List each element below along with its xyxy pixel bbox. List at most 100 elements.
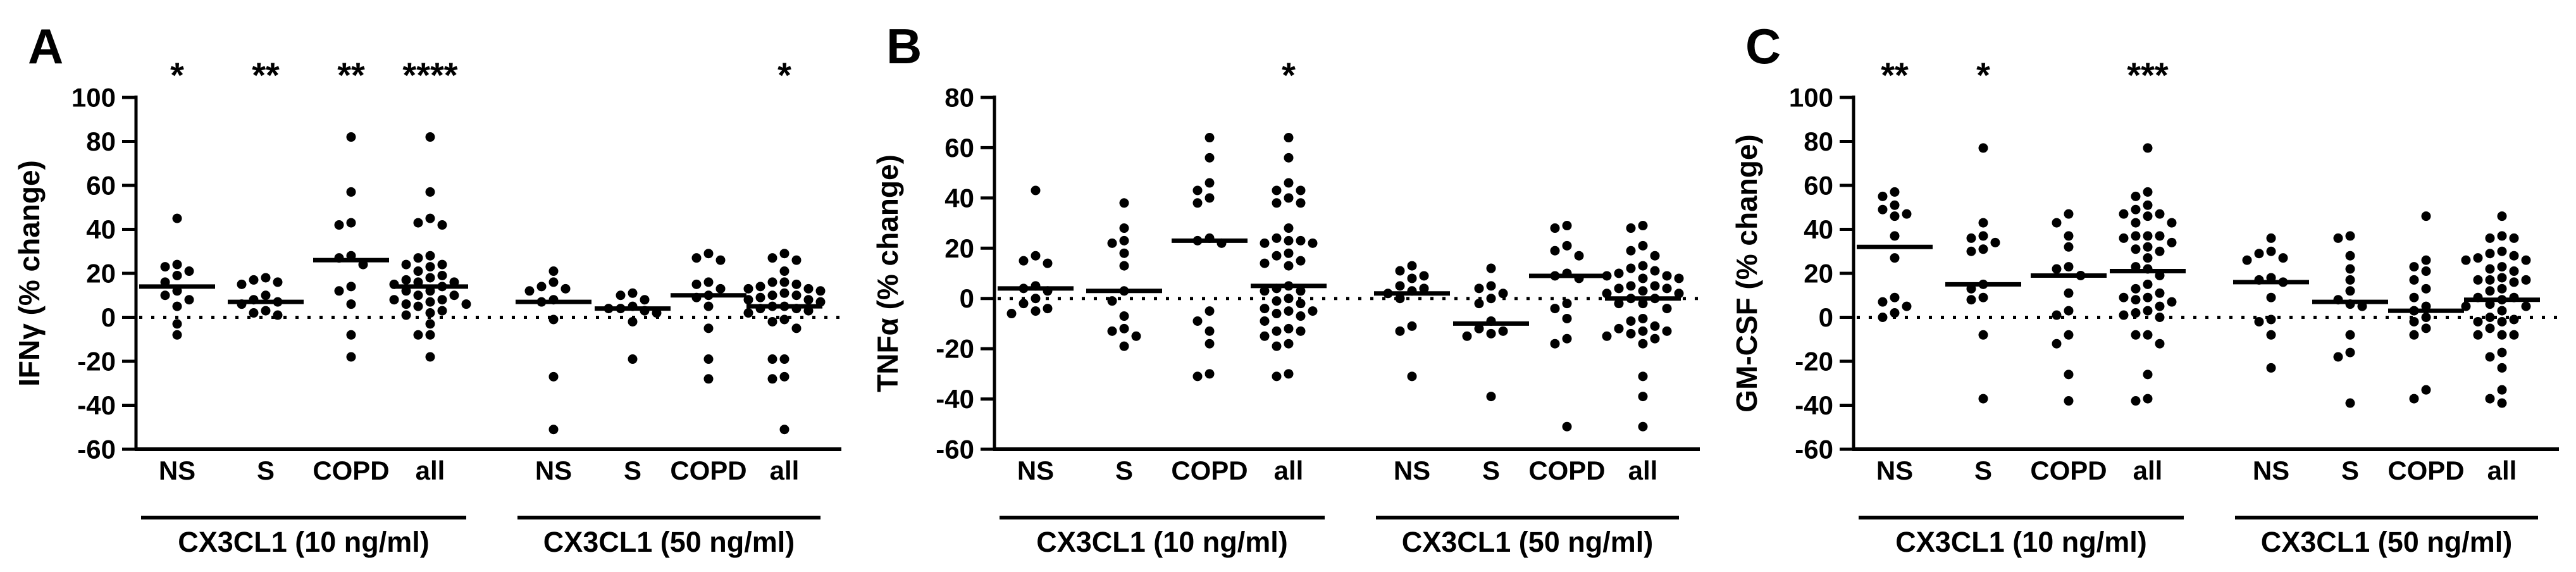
group-label: all bbox=[770, 456, 800, 485]
data-point bbox=[1043, 304, 1053, 314]
data-point bbox=[1395, 281, 1405, 291]
data-point bbox=[1284, 294, 1294, 304]
data-point bbox=[548, 314, 559, 325]
data-point bbox=[1662, 271, 1672, 281]
data-point bbox=[1498, 326, 1508, 336]
data-point bbox=[1626, 316, 1636, 326]
data-point bbox=[779, 354, 790, 364]
data-point bbox=[1638, 261, 1648, 271]
data-point bbox=[1296, 185, 1306, 196]
data-point bbox=[1284, 248, 1294, 258]
data-point bbox=[1890, 187, 1900, 197]
data-point bbox=[425, 308, 435, 318]
data-point bbox=[2143, 143, 2153, 153]
data-point bbox=[2167, 237, 2177, 247]
data-point bbox=[560, 283, 571, 294]
data-point bbox=[1486, 328, 1496, 339]
data-point bbox=[2409, 330, 2419, 340]
data-point bbox=[2131, 330, 2141, 340]
panel-letter: B bbox=[886, 18, 922, 74]
data-point bbox=[2345, 264, 2355, 274]
data-point bbox=[524, 286, 535, 296]
data-point bbox=[273, 277, 283, 287]
data-point bbox=[1890, 231, 1900, 241]
data-point bbox=[779, 277, 790, 287]
y-tick-label: 60 bbox=[86, 171, 116, 201]
data-point bbox=[1562, 421, 1572, 432]
y-tick-label: 0 bbox=[1818, 302, 1833, 332]
data-point bbox=[779, 266, 790, 277]
y-tick-label: -20 bbox=[936, 334, 975, 364]
data-point bbox=[1562, 299, 1572, 309]
data-point bbox=[1296, 256, 1306, 266]
data-point bbox=[346, 352, 356, 362]
y-tick-label: 40 bbox=[1804, 214, 1833, 244]
data-point bbox=[2421, 312, 2431, 322]
data-point bbox=[2143, 200, 2153, 210]
data-point bbox=[2497, 385, 2507, 395]
group-label: COPD bbox=[313, 456, 389, 485]
data-point bbox=[715, 255, 726, 265]
data-point bbox=[2333, 233, 2343, 243]
data-point bbox=[1602, 331, 1612, 341]
data-point bbox=[767, 277, 777, 287]
data-point bbox=[2266, 233, 2276, 243]
data-point bbox=[2254, 316, 2264, 326]
data-point bbox=[346, 330, 356, 340]
data-point bbox=[1031, 185, 1041, 196]
data-point bbox=[437, 220, 447, 230]
data-point bbox=[1650, 333, 1660, 344]
condition-label: CX3CL1 (10 ng/ml) bbox=[1037, 526, 1288, 558]
panel-letter: C bbox=[1745, 18, 1781, 74]
data-point bbox=[2521, 255, 2531, 265]
group-label: NS bbox=[1394, 456, 1430, 485]
data-point bbox=[2131, 244, 2141, 254]
group-label: S bbox=[1974, 456, 1992, 485]
data-point bbox=[1260, 316, 1270, 326]
data-point bbox=[2497, 262, 2507, 272]
data-point bbox=[1966, 295, 1976, 305]
data-point bbox=[425, 213, 435, 223]
data-point bbox=[1284, 133, 1294, 143]
data-point bbox=[1204, 339, 1215, 349]
data-point bbox=[1638, 392, 1648, 402]
data-point bbox=[2345, 330, 2355, 340]
data-point bbox=[1486, 263, 1496, 273]
data-point bbox=[1662, 283, 1672, 294]
data-point bbox=[1131, 331, 1141, 341]
data-point bbox=[1395, 266, 1405, 276]
data-point bbox=[628, 354, 638, 364]
group-label: NS bbox=[2252, 456, 2289, 485]
data-point bbox=[1272, 326, 1282, 336]
data-point bbox=[1284, 152, 1294, 163]
data-point bbox=[2421, 211, 2431, 221]
data-point bbox=[2278, 253, 2288, 263]
data-point bbox=[2064, 231, 2074, 241]
data-point bbox=[2052, 264, 2062, 274]
data-point bbox=[2509, 314, 2519, 325]
data-point bbox=[2064, 209, 2074, 219]
data-point bbox=[1192, 371, 1203, 382]
data-point bbox=[1107, 326, 1117, 336]
group-label: all bbox=[1628, 456, 1658, 485]
data-point bbox=[2155, 288, 2165, 298]
data-point bbox=[1119, 261, 1129, 271]
y-tick-label: 60 bbox=[1804, 171, 1833, 201]
data-point bbox=[703, 374, 714, 384]
data-point bbox=[2497, 316, 2507, 326]
data-point bbox=[2421, 385, 2431, 395]
data-point bbox=[791, 279, 802, 289]
data-point bbox=[172, 270, 182, 280]
data-point bbox=[2266, 314, 2276, 325]
data-point bbox=[413, 290, 423, 301]
data-point bbox=[2409, 262, 2419, 272]
data-point bbox=[767, 354, 777, 364]
data-point bbox=[2497, 398, 2507, 408]
data-point bbox=[249, 308, 259, 318]
data-point bbox=[1890, 211, 1900, 221]
data-point bbox=[2497, 330, 2507, 340]
data-point bbox=[1395, 294, 1405, 304]
data-point bbox=[2409, 316, 2419, 326]
data-point bbox=[425, 187, 435, 197]
